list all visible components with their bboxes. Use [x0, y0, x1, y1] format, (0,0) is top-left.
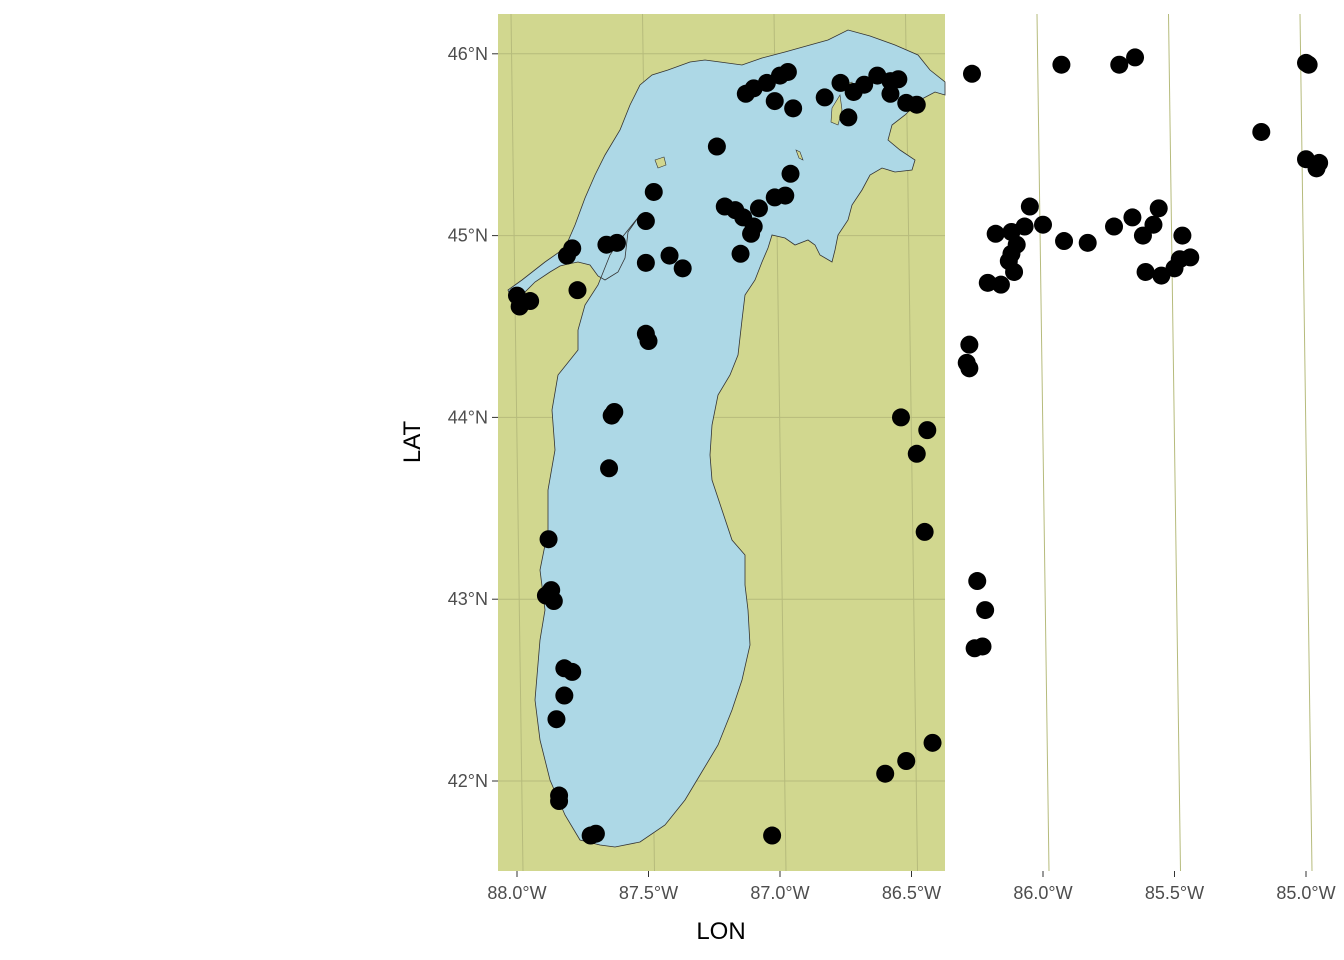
site-point	[784, 99, 803, 118]
x-axis: 88.0°W 87.5°W 87.0°W 86.5°W 86.0°W 85.5°W 85.0…	[487, 871, 1336, 903]
site-point	[962, 64, 981, 83]
site-point	[673, 259, 692, 278]
y-tick-label: 44°N	[448, 407, 488, 427]
site-point	[563, 239, 582, 258]
site-point	[547, 710, 566, 729]
site-point	[960, 335, 979, 354]
site-point	[968, 572, 987, 591]
site-point	[644, 182, 663, 201]
site-point	[907, 95, 926, 114]
site-point	[991, 275, 1010, 294]
site-point	[636, 324, 655, 343]
y-tick-label: 45°N	[448, 226, 488, 246]
site-point	[726, 201, 745, 220]
site-point	[1105, 217, 1124, 236]
site-point	[831, 73, 850, 92]
site-point	[839, 108, 858, 127]
site-point	[965, 639, 984, 658]
x-tick-label: 85.0°W	[1276, 883, 1335, 903]
site-point	[815, 88, 834, 107]
site-point	[521, 292, 540, 311]
x-tick-label: 86.5°W	[882, 883, 941, 903]
site-point	[600, 459, 619, 478]
grid-meridian	[1299, 13, 1313, 872]
site-point	[1002, 244, 1021, 263]
site-point	[881, 84, 900, 103]
grand-traverse-peninsula	[795, 149, 804, 161]
site-point	[586, 824, 605, 843]
site-point	[568, 281, 587, 300]
site-point	[1078, 233, 1097, 252]
x-tick-label: 88.0°W	[487, 883, 546, 903]
site-point	[897, 752, 916, 771]
sampling-sites	[508, 48, 1329, 845]
site-point	[1002, 222, 1021, 241]
site-point	[915, 522, 934, 541]
site-point	[757, 73, 776, 92]
site-point	[923, 733, 942, 752]
site-point	[855, 75, 874, 94]
site-point	[636, 212, 655, 231]
site-point	[1299, 55, 1318, 74]
site-point	[731, 244, 750, 263]
site-point	[1020, 197, 1039, 216]
site-point	[907, 444, 926, 463]
x-tick-label: 87.5°W	[619, 883, 678, 903]
x-tick-label: 85.5°W	[1145, 883, 1204, 903]
site-point	[889, 70, 908, 89]
y-axis-title: LAT	[399, 421, 426, 464]
site-point	[1126, 48, 1145, 67]
site-point	[978, 273, 997, 292]
y-axis: 42°N 43°N 44°N 45°N 46°N	[448, 44, 498, 791]
site-point	[1052, 55, 1071, 74]
door-peninsula-islands	[654, 156, 667, 169]
site-point	[986, 224, 1005, 243]
site-point	[876, 764, 895, 783]
site-point	[1005, 262, 1024, 281]
y-tick-label: 46°N	[448, 44, 488, 64]
site-point	[1144, 215, 1163, 234]
x-tick-label: 86.0°W	[1013, 883, 1072, 903]
y-tick-label: 42°N	[448, 771, 488, 791]
grid-meridian	[1168, 13, 1181, 872]
site-point	[960, 359, 979, 378]
site-point	[539, 530, 558, 549]
site-point	[749, 199, 768, 218]
site-point	[1136, 262, 1155, 281]
site-point	[636, 253, 655, 272]
site-point	[563, 662, 582, 681]
site-point	[1123, 208, 1142, 227]
site-point	[891, 408, 910, 427]
site-point	[1055, 232, 1074, 251]
site-point	[707, 137, 726, 156]
site-point	[778, 62, 797, 81]
site-point	[1181, 248, 1200, 267]
grid-meridian	[510, 13, 524, 872]
site-point	[602, 406, 621, 425]
site-point	[763, 826, 782, 845]
site-point	[1173, 226, 1192, 245]
grid-meridian	[1036, 13, 1050, 872]
site-point	[1307, 159, 1326, 178]
site-point	[765, 92, 784, 111]
site-point	[607, 233, 626, 252]
site-point	[1110, 55, 1129, 74]
x-axis-title: LON	[696, 918, 745, 945]
site-point	[781, 164, 800, 183]
site-point	[976, 601, 995, 620]
site-point	[555, 686, 574, 705]
site-point	[1034, 215, 1052, 234]
site-point	[1149, 199, 1168, 218]
site-point	[536, 586, 555, 605]
site-point	[776, 186, 795, 205]
y-tick-label: 43°N	[448, 589, 488, 609]
site-point	[918, 421, 937, 440]
site-point	[660, 246, 679, 265]
site-point	[1152, 266, 1171, 285]
x-tick-label: 87.0°W	[750, 883, 809, 903]
site-point	[1252, 122, 1271, 141]
site-point	[550, 791, 569, 810]
